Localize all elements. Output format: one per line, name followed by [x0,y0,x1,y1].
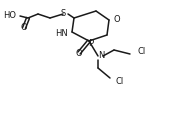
Text: S: S [60,10,66,19]
Text: HO: HO [4,11,17,20]
Text: Cl: Cl [138,48,146,57]
Text: O: O [76,49,82,57]
Text: N: N [98,50,104,60]
Text: HN: HN [55,29,68,38]
Text: P: P [88,38,94,48]
Text: O: O [114,15,121,23]
Text: Cl: Cl [116,77,124,87]
Text: O: O [21,23,27,33]
